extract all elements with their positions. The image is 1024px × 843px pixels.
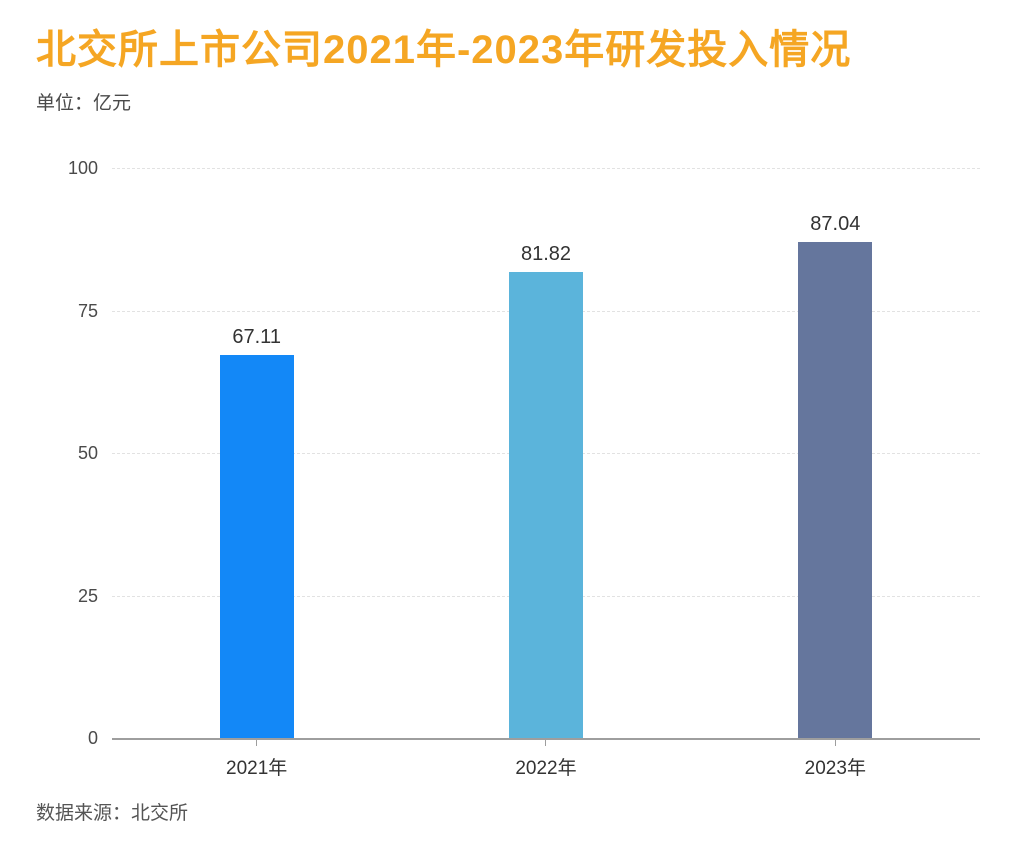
x-axis-category: 2022年 — [401, 740, 690, 780]
x-axis: 2021年 2022年 2023年 — [112, 740, 980, 780]
data-source-label: 数据来源：北交所 — [36, 803, 189, 824]
axis-tick — [834, 740, 836, 746]
axis-tick — [256, 740, 258, 746]
gridline-100 — [112, 168, 980, 169]
bar-value-label: 81.82 — [520, 242, 572, 265]
axis-tick — [545, 740, 547, 746]
bar-2021 — [219, 355, 294, 738]
bar-group-2021: 67.11 — [112, 168, 401, 738]
bar-group-2022: 81.82 — [401, 168, 690, 738]
y-axis-tick-label: 75 — [77, 300, 98, 321]
y-axis-tick-label: 0 — [87, 728, 98, 748]
bars-row: 67.11 81.82 87.04 — [112, 168, 980, 738]
bar-2022 — [508, 271, 583, 738]
bar-value-label: 87.04 — [810, 212, 861, 235]
y-axis-tick-label: 100 — [67, 158, 98, 178]
x-axis-label: 2021年 — [226, 758, 288, 779]
bar-group-2023: 87.04 — [691, 168, 980, 738]
page-title: 北交所上市公司2021年-2023年研发投入情况 — [36, 28, 852, 72]
y-axis-tick-label: 50 — [77, 443, 98, 463]
y-axis-tick-label: 25 — [77, 585, 98, 606]
x-axis-category: 2023年 — [691, 740, 980, 780]
unit-label: 单位：亿元 — [36, 93, 132, 114]
x-axis-label: 2023年 — [804, 758, 866, 779]
x-axis-category: 2021年 — [112, 740, 401, 780]
x-axis-label: 2022年 — [515, 758, 577, 779]
bar-chart-plot-area: 100 75 50 25 0 67.11 81.82 87.04 — [68, 158, 980, 748]
bar-value-label: 67.11 — [232, 326, 281, 349]
bar-2023 — [798, 241, 873, 738]
